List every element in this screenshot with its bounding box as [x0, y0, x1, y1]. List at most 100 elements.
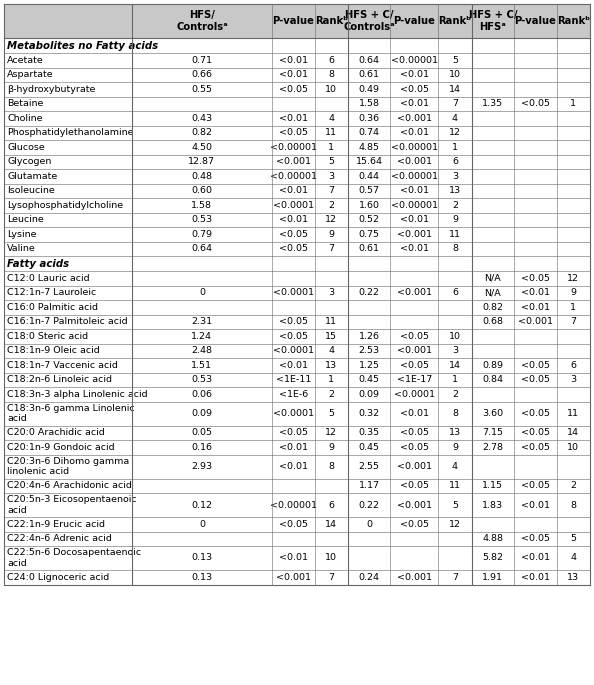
Text: 15: 15: [326, 332, 337, 340]
Text: C18:3n-6 gamma Linolenic
acid: C18:3n-6 gamma Linolenic acid: [7, 403, 135, 423]
Text: HFS/
Controlsᵃ: HFS/ Controlsᵃ: [176, 10, 228, 32]
Text: <0.01: <0.01: [279, 55, 308, 65]
Text: <0.05: <0.05: [279, 332, 308, 340]
Bar: [4, 455, 590, 479]
Text: 5: 5: [328, 158, 334, 166]
Text: 0: 0: [199, 520, 205, 529]
Text: 0.84: 0.84: [482, 375, 503, 384]
Text: Lysophosphatidylcholine: Lysophosphatidylcholine: [7, 201, 123, 210]
Text: C24:0 Lignoceric acid: C24:0 Lignoceric acid: [7, 573, 109, 582]
Text: 1.58: 1.58: [359, 99, 380, 108]
Text: 1.83: 1.83: [482, 501, 503, 510]
Text: <0.05: <0.05: [400, 482, 429, 490]
Text: 0.48: 0.48: [191, 172, 213, 181]
Text: 14: 14: [449, 361, 461, 370]
Text: Aspartate: Aspartate: [7, 71, 53, 79]
Bar: [4, 97, 590, 111]
Text: 2.48: 2.48: [191, 346, 213, 356]
Text: 6: 6: [328, 501, 334, 510]
Text: 5.82: 5.82: [482, 553, 503, 562]
Text: 1.51: 1.51: [191, 361, 213, 370]
Text: 0.09: 0.09: [191, 409, 213, 418]
Text: 5: 5: [328, 409, 334, 418]
Text: 10: 10: [326, 85, 337, 94]
Bar: [4, 212, 590, 227]
Text: HFS + C/
Controlsᵃ: HFS + C/ Controlsᵃ: [343, 10, 395, 32]
Text: Fatty acids: Fatty acids: [7, 258, 69, 269]
Bar: [4, 358, 590, 373]
Text: 0.43: 0.43: [191, 114, 213, 123]
Text: 2.31: 2.31: [191, 317, 213, 326]
Text: 6: 6: [328, 55, 334, 65]
Text: 2: 2: [452, 201, 458, 210]
Text: <0.0001: <0.0001: [273, 346, 314, 356]
Text: C20:5n-3 Eicosopentaenoic
acid: C20:5n-3 Eicosopentaenoic acid: [7, 495, 137, 514]
Bar: [4, 4, 590, 38]
Text: <0.01: <0.01: [521, 501, 550, 510]
Text: Betaine: Betaine: [7, 99, 43, 108]
Bar: [4, 373, 590, 387]
Bar: [4, 184, 590, 198]
Text: 2.55: 2.55: [359, 462, 380, 471]
Text: C20:0 Arachidic acid: C20:0 Arachidic acid: [7, 428, 105, 437]
Text: 3.60: 3.60: [482, 409, 503, 418]
Text: C18:2n-6 Linoleic acid: C18:2n-6 Linoleic acid: [7, 375, 112, 384]
Text: 1.60: 1.60: [359, 201, 380, 210]
Text: 12.87: 12.87: [188, 158, 216, 166]
Text: <0.01: <0.01: [521, 553, 550, 562]
Text: 0.89: 0.89: [482, 361, 503, 370]
Text: 8: 8: [570, 501, 576, 510]
Text: <1E-11: <1E-11: [276, 375, 311, 384]
Text: 13: 13: [325, 361, 337, 370]
Text: <0.01: <0.01: [279, 71, 308, 79]
Text: 1: 1: [452, 375, 458, 384]
Text: Metabolites no Fatty acids: Metabolites no Fatty acids: [7, 40, 158, 51]
Bar: [4, 532, 590, 546]
Text: 0.79: 0.79: [191, 229, 213, 239]
Text: C12:0 Lauric acid: C12:0 Lauric acid: [7, 274, 90, 283]
Text: C12:1n-7 Lauroleic: C12:1n-7 Lauroleic: [7, 288, 96, 297]
Text: 0.12: 0.12: [191, 501, 213, 510]
Bar: [4, 271, 590, 286]
Text: 0.13: 0.13: [191, 573, 213, 582]
Text: 2.78: 2.78: [482, 443, 503, 451]
Text: 0.64: 0.64: [359, 55, 380, 65]
Text: <0.01: <0.01: [521, 573, 550, 582]
Text: C18:1n-9 Oleic acid: C18:1n-9 Oleic acid: [7, 346, 100, 356]
Text: <0.05: <0.05: [521, 443, 550, 451]
Text: 0.36: 0.36: [359, 114, 380, 123]
Text: C18:3n-3 alpha Linolenic acid: C18:3n-3 alpha Linolenic acid: [7, 390, 148, 399]
Bar: [4, 82, 590, 97]
Text: 3: 3: [570, 375, 576, 384]
Bar: [4, 493, 590, 517]
Bar: [4, 125, 590, 140]
Text: 2.93: 2.93: [191, 462, 213, 471]
Text: 1.25: 1.25: [359, 361, 380, 370]
Text: 7: 7: [328, 186, 334, 195]
Bar: [4, 343, 590, 358]
Text: 0.35: 0.35: [359, 428, 380, 437]
Text: <0.05: <0.05: [400, 443, 429, 451]
Text: Rankᵇ: Rankᵇ: [315, 16, 348, 26]
Text: <0.001: <0.001: [397, 573, 432, 582]
Text: 1: 1: [570, 303, 576, 312]
Text: 2: 2: [452, 390, 458, 399]
Text: 1.35: 1.35: [482, 99, 503, 108]
Text: 14: 14: [567, 428, 579, 437]
Text: <0.05: <0.05: [279, 317, 308, 326]
Text: <0.05: <0.05: [279, 520, 308, 529]
Text: 0.61: 0.61: [359, 245, 380, 253]
Text: 4: 4: [328, 346, 334, 356]
Text: 1.24: 1.24: [191, 332, 213, 340]
Bar: [4, 425, 590, 440]
Text: <0.00001: <0.00001: [270, 172, 317, 181]
Text: <0.01: <0.01: [400, 409, 429, 418]
Text: <0.01: <0.01: [279, 186, 308, 195]
Text: C20:1n-9 Gondoic acid: C20:1n-9 Gondoic acid: [7, 443, 115, 451]
Text: β-hydroxybutyrate: β-hydroxybutyrate: [7, 85, 96, 94]
Text: 12: 12: [326, 215, 337, 224]
Text: <0.01: <0.01: [279, 462, 308, 471]
Text: <0.05: <0.05: [279, 245, 308, 253]
Text: 0.53: 0.53: [191, 375, 213, 384]
Text: 0.57: 0.57: [359, 186, 380, 195]
